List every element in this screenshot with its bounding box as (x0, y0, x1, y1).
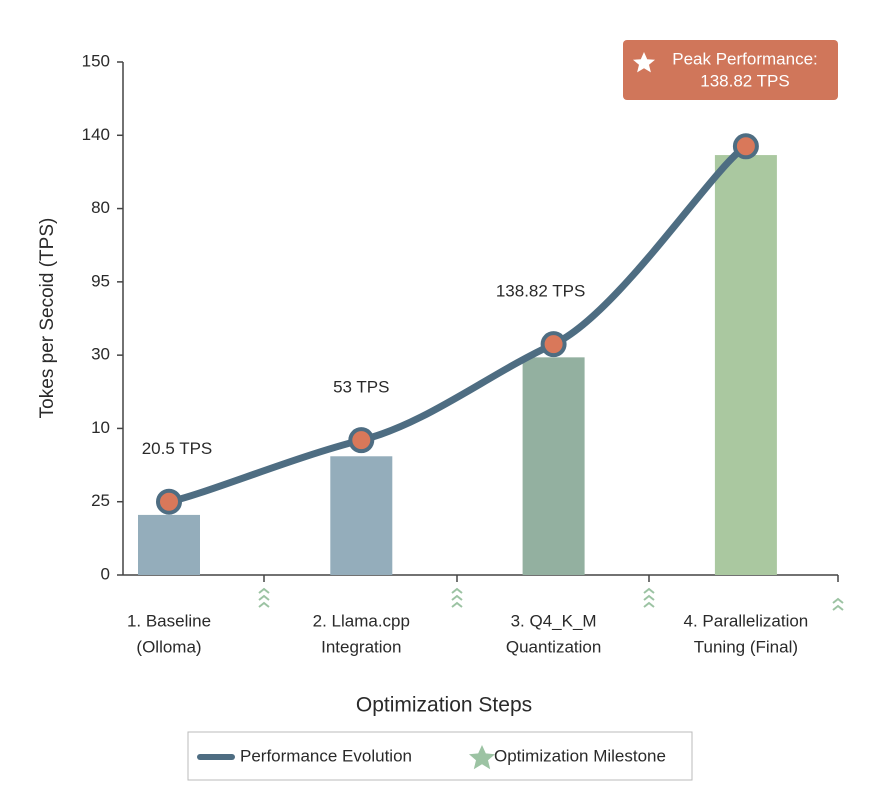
point (732, 133, 759, 160)
x-tick-label: Quantization (506, 637, 601, 656)
annotation: 53 TPS (333, 378, 389, 397)
point (540, 331, 567, 358)
bar (330, 456, 393, 575)
legend-label: Performance Evolution (240, 746, 412, 765)
x-ticks (263, 575, 839, 582)
y-tick-label: 95 (91, 271, 110, 290)
x-tick-label: 2. Llama.cpp (313, 611, 410, 630)
bar (714, 155, 777, 575)
milestone-chevrons (258, 587, 844, 611)
y-axis-label: Tokes per Secoid (TPS) (37, 218, 58, 419)
y-tick-label: 80 (91, 198, 110, 217)
y-tick-label: 25 (91, 491, 110, 510)
legend-box (187, 731, 693, 781)
legend-star (469, 745, 495, 770)
peak-box (623, 40, 838, 100)
y-tick-label: 150 (82, 51, 110, 70)
bar (138, 514, 200, 575)
annotation: 20.5 TPS (142, 439, 213, 458)
x-tick-label: (Olloma) (136, 637, 201, 656)
bar (522, 357, 585, 575)
x-tick-label: 1. Baseline (127, 611, 211, 630)
point (156, 488, 182, 515)
peak-label: 138.82 TPS (700, 71, 789, 90)
x-tick-label: Tuning (Final) (694, 637, 798, 656)
x-tick-label: Integration (321, 637, 401, 656)
y-tick-label: 30 (91, 345, 110, 364)
x-tick-label: 3. Q4_K_M (511, 611, 597, 630)
peak-label: Peak Performance: (672, 49, 818, 68)
line (165, 142, 750, 506)
x-tick-label: 4. Parallelization (684, 611, 809, 630)
legend-label: Optimization Milestone (494, 746, 666, 765)
annotation: 138.82 TPS (496, 282, 585, 301)
point (348, 427, 375, 454)
x-axis-label: Optimization Steps (356, 694, 532, 717)
y-tick-label: 140 (82, 125, 110, 144)
y-tick-label: 0 (101, 564, 110, 583)
peak-star (633, 52, 655, 73)
y-tick-label: 10 (91, 418, 110, 437)
